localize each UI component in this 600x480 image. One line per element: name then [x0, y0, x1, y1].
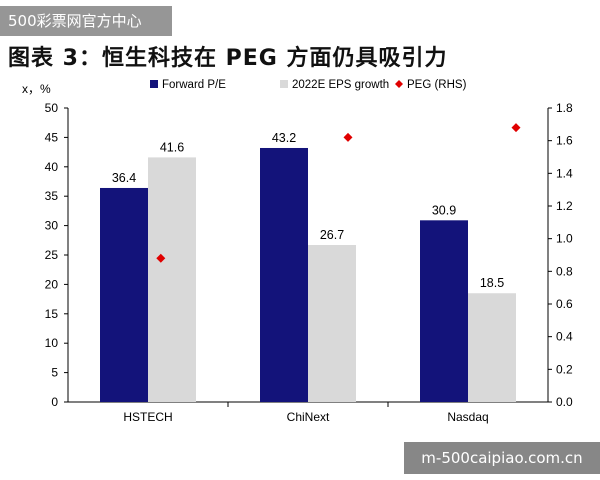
legend-label: 2022E EPS growth	[292, 79, 389, 91]
y-left-tick-label: 0	[51, 395, 58, 409]
legend-label: PEG (RHS)	[407, 79, 467, 91]
x-tick-label: Nasdaq	[447, 410, 488, 424]
legend-swatch	[280, 80, 288, 88]
y-right-tick-label: 0.4	[556, 330, 573, 344]
y-left-tick-label: 50	[45, 101, 59, 115]
x-tick-label: HSTECH	[123, 410, 172, 424]
watermark-top: 500彩票网官方中心	[0, 6, 172, 36]
y-right-tick-label: 0.2	[556, 362, 573, 376]
legend-swatch	[395, 80, 403, 88]
data-label: 43.2	[272, 131, 296, 145]
y-left-tick-label: 25	[45, 248, 59, 262]
bars	[100, 147, 516, 402]
legend-label: Forward P/E	[162, 79, 226, 91]
y-right-tick-label: 0.6	[556, 297, 573, 311]
bar	[308, 245, 356, 402]
data-label: 18.5	[480, 276, 504, 290]
bar	[420, 220, 468, 402]
bar	[468, 293, 516, 402]
y-right-tick-label: 0.8	[556, 264, 573, 278]
bar	[260, 147, 308, 402]
x-tick-label: ChiNext	[287, 410, 330, 424]
y-left-tick-label: 45	[45, 130, 59, 144]
data-label: 30.9	[432, 203, 456, 217]
y-left-tick-label: 40	[45, 160, 59, 174]
y-left-tick-label: 15	[45, 307, 59, 321]
bar	[148, 157, 196, 402]
y-left-tick-label: 5	[51, 366, 58, 380]
legend: Forward P/E 2022E EPS growth PEG (RHS)	[150, 79, 467, 91]
y-left-tick-label: 10	[45, 336, 59, 350]
legend-swatch	[150, 80, 158, 88]
y-right-tick-label: 1.2	[556, 199, 573, 213]
bar	[100, 187, 148, 402]
watermark-bottom: m-500caipiao.com.cn	[404, 442, 600, 474]
y-right-tick-label: 1.4	[556, 166, 573, 180]
chart-title: 图表 3：恒生科技在 PEG 方面仍具吸引力	[8, 46, 448, 71]
peg-markers	[156, 123, 521, 263]
peg-marker	[156, 253, 166, 263]
y-axis-label: x，%	[22, 82, 51, 96]
y-right-tick-label: 1.8	[556, 101, 573, 115]
y-left-tick-label: 30	[45, 219, 59, 233]
y-right-tick-label: 1.0	[556, 232, 573, 246]
y-right-tick-label: 1.6	[556, 134, 573, 148]
y-left-tick-label: 20	[45, 277, 59, 291]
data-label: 36.4	[112, 171, 136, 185]
y-right-tick-label: 0.0	[556, 395, 573, 409]
data-label: 41.6	[160, 140, 184, 154]
y-left-tick-label: 35	[45, 189, 59, 203]
data-label: 26.7	[320, 228, 344, 242]
peg-marker	[343, 132, 353, 142]
peg-marker	[511, 123, 521, 133]
data-labels: 36.4 41.6 43.2 26.7 30.9 18.5	[112, 131, 504, 290]
